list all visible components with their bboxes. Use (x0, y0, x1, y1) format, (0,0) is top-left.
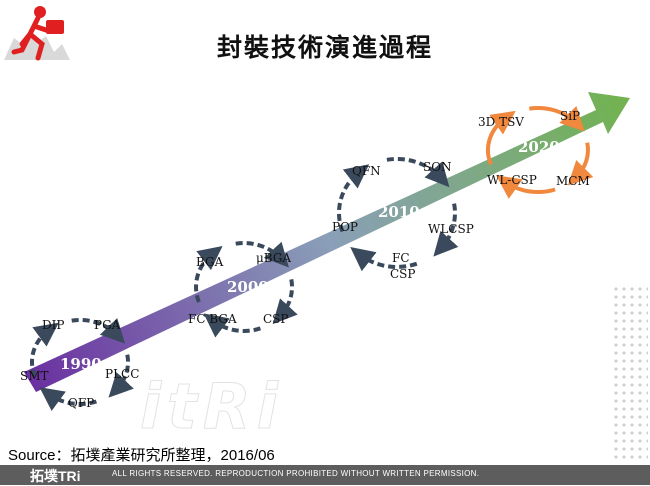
era-year-1990: 1990 (60, 355, 102, 373)
footer-brand: 拓墣TRi (30, 468, 81, 484)
tech-label: FC (392, 251, 410, 265)
tech-label: PGA (94, 318, 121, 332)
tech-label: 3D TSV (478, 115, 524, 129)
cycle-arrow-icon (433, 203, 459, 257)
tech-label: BGA (196, 255, 224, 269)
tech-label: MCM (556, 174, 590, 188)
cycle-arrow-icon (71, 318, 126, 344)
cycle-arrow-icon (235, 241, 289, 268)
tech-label: SiP (560, 109, 580, 123)
era-year-2020: 2020 (518, 138, 560, 156)
cycle-arrow-icon (496, 175, 556, 199)
era-year-2000: 2000 (227, 278, 269, 296)
cycle-arrow-icon (529, 106, 585, 132)
page-title: 封裝技術演進過程 (216, 33, 433, 62)
running-man-briefcase-icon (0, 0, 90, 62)
tech-label: QFP (68, 396, 94, 410)
cycle-arrow-icon (194, 245, 223, 303)
timeline-arrow (24, 92, 630, 392)
cycle-arrow-icon (350, 247, 418, 272)
cycle-arrow-icon (337, 164, 370, 233)
tech-label: CSP (263, 312, 288, 326)
tech-label: DIP (42, 318, 64, 332)
dot-pattern (612, 285, 648, 460)
era-year-2010: 2010 (378, 203, 420, 221)
cycle-arrow-icon (29, 322, 59, 378)
tech-label: QFN (352, 164, 381, 178)
tech-label: PLCC (105, 367, 139, 381)
tech-label: WL-CSP (487, 173, 537, 187)
tech-label: μBGA (256, 251, 291, 265)
tech-label: CSP (390, 267, 415, 281)
cycle-arrow-icon (272, 279, 298, 325)
tech-label: SMT (20, 369, 49, 383)
source-note: Source：拓墣產業研究所整理，2016/06 (8, 447, 275, 464)
watermark: itRi (140, 370, 284, 444)
cycle-arrow-icon (485, 110, 516, 166)
tech-label: SON (423, 160, 452, 174)
footer-notice: ALL RIGHTS RESERVED. REPRODUCTION PROHIB… (112, 469, 480, 478)
footer-bar: 拓墣TRi ALL RIGHTS RESERVED. REPRODUCTION … (0, 465, 650, 485)
cycle-arrow-icon (108, 354, 134, 398)
cycle-arrow-icon (39, 387, 98, 411)
cycle-arrow-icon (203, 313, 262, 338)
tech-label: FC BGA (188, 312, 237, 326)
cycle-arrow-icon (386, 157, 450, 188)
tech-label: POP (332, 220, 358, 234)
tech-label: WLCSP (428, 222, 474, 236)
cycle-arrow-icon (567, 142, 594, 186)
